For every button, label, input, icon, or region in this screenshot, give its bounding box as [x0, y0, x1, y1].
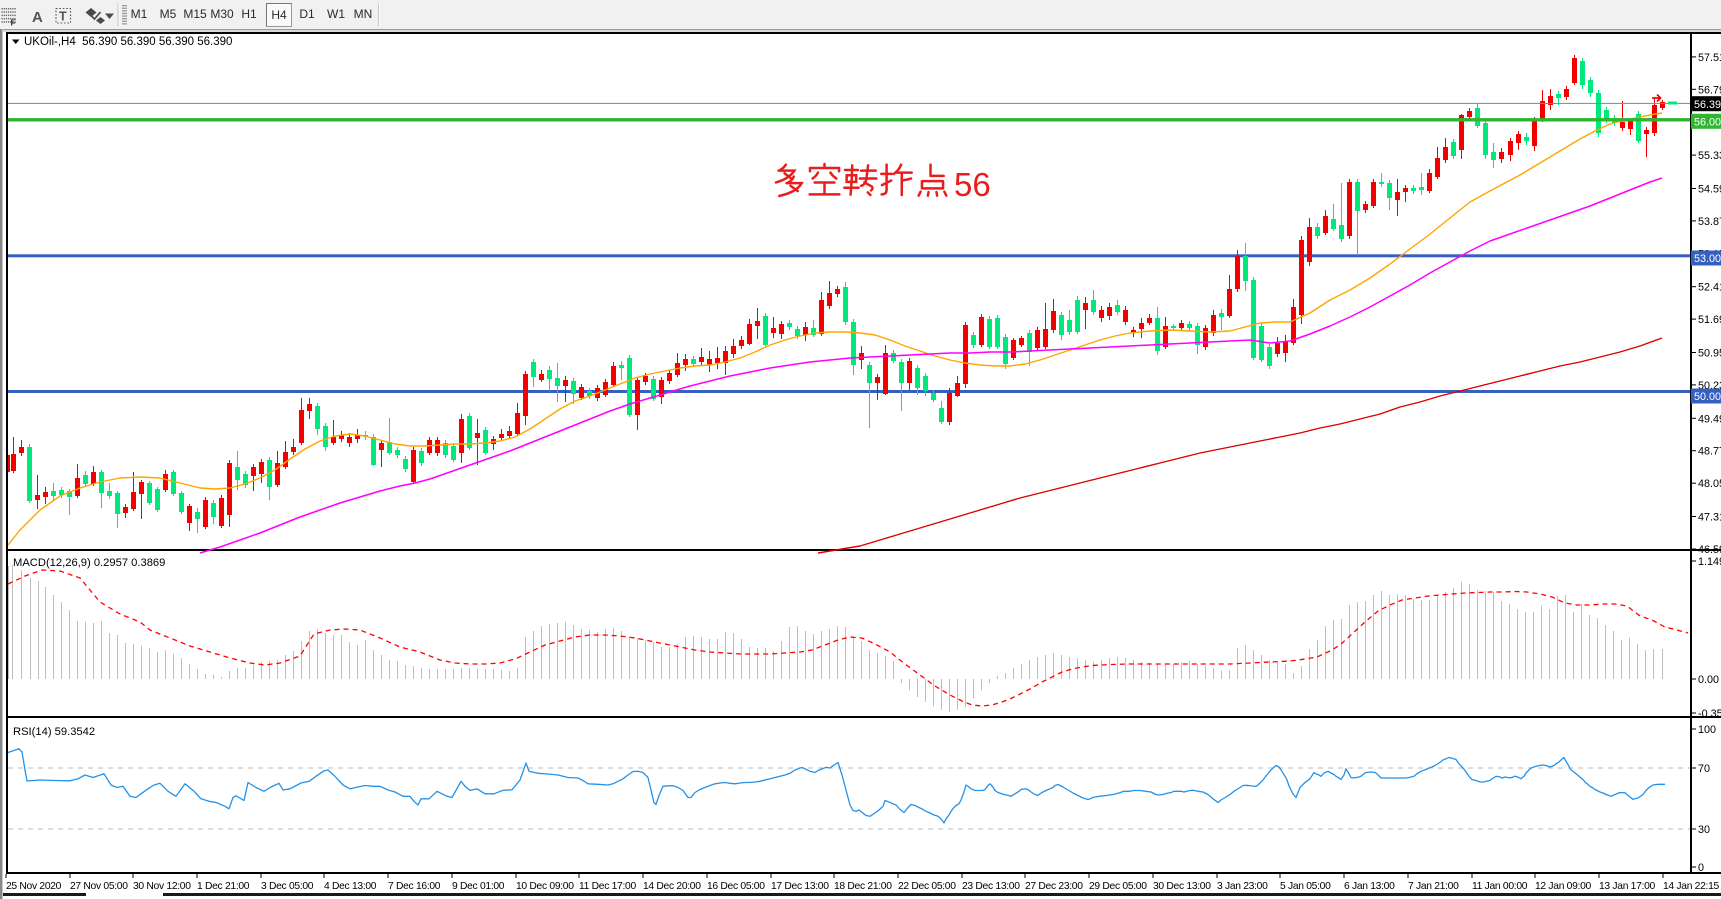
svg-text:46.590: 46.590 — [1698, 544, 1721, 556]
svg-text:25 Nov 2020: 25 Nov 2020 — [6, 881, 62, 892]
svg-text:11 Jan 00:00: 11 Jan 00:00 — [1472, 881, 1528, 892]
svg-text:13 Jan 17:00: 13 Jan 17:00 — [1599, 881, 1656, 892]
svg-text:30 Dec 13:00: 30 Dec 13:00 — [1153, 881, 1211, 892]
svg-text:10 Dec 09:00: 10 Dec 09:00 — [516, 881, 574, 892]
svg-text:49.490: 49.490 — [1698, 413, 1721, 425]
svg-text:1 Dec 21:00: 1 Dec 21:00 — [197, 881, 250, 892]
svg-text:23 Dec 13:00: 23 Dec 13:00 — [962, 881, 1020, 892]
svg-text:27 Dec 23:00: 27 Dec 23:00 — [1025, 881, 1083, 892]
svg-text:48.050: 48.050 — [1698, 478, 1721, 490]
svg-text:3 Jan 23:00: 3 Jan 23:00 — [1217, 881, 1268, 892]
svg-text:51.690: 51.690 — [1698, 314, 1721, 326]
svg-text:70: 70 — [1698, 763, 1710, 775]
svg-text:22 Dec 05:00: 22 Dec 05:00 — [898, 881, 956, 892]
svg-text:16 Dec 05:00: 16 Dec 05:00 — [707, 881, 765, 892]
svg-text:4 Dec 13:00: 4 Dec 13:00 — [324, 881, 377, 892]
svg-text:47.310: 47.310 — [1698, 512, 1721, 524]
svg-text:MACD(12,26,9) 0.2957 0.3869: MACD(12,26,9) 0.2957 0.3869 — [13, 557, 165, 569]
svg-text:7 Dec 16:00: 7 Dec 16:00 — [388, 881, 441, 892]
svg-text:53.000: 53.000 — [1694, 253, 1721, 265]
svg-text:52.410: 52.410 — [1698, 282, 1721, 294]
svg-text:11 Dec 17:00: 11 Dec 17:00 — [579, 881, 636, 892]
svg-text:57.510: 57.510 — [1698, 52, 1721, 64]
svg-text:6 Jan 13:00: 6 Jan 13:00 — [1344, 881, 1395, 892]
svg-text:T: T — [59, 10, 67, 24]
svg-text:0.00: 0.00 — [1698, 674, 1719, 686]
svg-text:7 Jan 21:00: 7 Jan 21:00 — [1408, 881, 1459, 892]
svg-text:UKOil-,H4 56.390 56.390 56.39: UKOil-,H4 56.390 56.390 56.390 56.390 — [24, 36, 232, 48]
svg-text:14 Dec 20:00: 14 Dec 20:00 — [643, 881, 701, 892]
svg-text:55.330: 55.330 — [1698, 150, 1721, 162]
svg-text:54.590: 54.590 — [1698, 184, 1721, 196]
svg-text:14 Jan 22:15: 14 Jan 22:15 — [1663, 881, 1720, 892]
svg-text:30: 30 — [1698, 824, 1710, 836]
svg-text:27 Nov 05:00: 27 Nov 05:00 — [70, 881, 128, 892]
svg-text:53.870: 53.870 — [1698, 216, 1721, 228]
svg-text:-0.356: -0.356 — [1698, 708, 1721, 720]
svg-text:12 Jan 09:00: 12 Jan 09:00 — [1535, 881, 1592, 892]
svg-text:56.790: 56.790 — [1698, 84, 1721, 96]
svg-text:A: A — [32, 9, 43, 26]
svg-text:3 Dec 05:00: 3 Dec 05:00 — [261, 881, 314, 892]
svg-text:9 Dec 01:00: 9 Dec 01:00 — [452, 881, 505, 892]
svg-text:RSI(14) 59.3542: RSI(14) 59.3542 — [13, 726, 95, 738]
svg-text:48.770: 48.770 — [1698, 446, 1721, 458]
svg-text:F: F — [11, 18, 16, 28]
svg-text:56.390: 56.390 — [1694, 99, 1721, 111]
svg-text:100: 100 — [1698, 724, 1716, 736]
svg-text:29 Dec 05:00: 29 Dec 05:00 — [1089, 881, 1147, 892]
svg-text:5 Jan 05:00: 5 Jan 05:00 — [1280, 881, 1331, 892]
svg-text:18 Dec 21:00: 18 Dec 21:00 — [834, 881, 892, 892]
svg-text:1.149: 1.149 — [1698, 556, 1721, 568]
svg-text:56: 56 — [954, 166, 991, 203]
svg-text:30 Nov 12:00: 30 Nov 12:00 — [133, 881, 191, 892]
svg-text:0: 0 — [1698, 862, 1704, 874]
svg-text:56.000: 56.000 — [1694, 117, 1721, 129]
svg-text:17 Dec 13:00: 17 Dec 13:00 — [771, 881, 829, 892]
svg-text:50.950: 50.950 — [1698, 348, 1721, 360]
svg-text:50.000: 50.000 — [1694, 391, 1721, 403]
